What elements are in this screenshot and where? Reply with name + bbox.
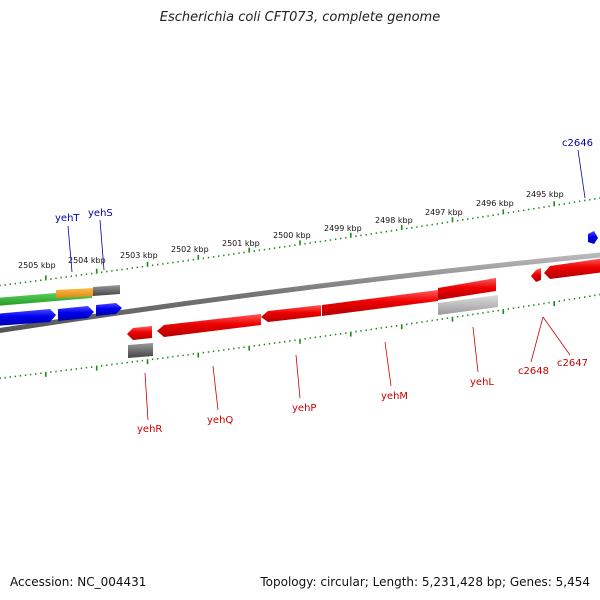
gene-label-yehP[interactable]: yehP [292,403,316,414]
scale-label: 2505 kbp [18,261,56,270]
scale-label: 2499 kbp [324,224,362,233]
gene-label-yehR[interactable]: yehR [137,424,162,435]
scale-label: 2496 kbp [476,199,514,208]
gene-arrow-yehQ[interactable] [157,314,261,337]
gene-arrow-c2648[interactable] [531,268,541,282]
gene-label-c2648[interactable]: c2648 [518,366,549,377]
reverse-gene-labels: yehR yehQ yehP yehM yehL c2648 c2647 [137,316,588,435]
gene-label-yehQ[interactable]: yehQ [207,415,233,426]
gene-arrow-yehL[interactable] [438,278,496,300]
gene-arrow-c2646[interactable] [588,231,598,244]
gene-arrow-yehP[interactable] [261,305,321,322]
inner-tick-track [0,293,600,379]
scale-label: 2497 kbp [425,208,463,217]
scale-label: 2498 kbp [375,216,413,225]
forward-features [0,231,598,326]
outer-tick-track [0,197,600,287]
gene-arrow-yehT[interactable] [58,306,94,321]
gene-arrow-yehR[interactable] [127,326,152,340]
scale-label: 2502 kbp [171,245,209,254]
gene-arrow-yehS[interactable] [96,303,122,316]
scale-labels: 2505 kbp 2504 kbp 2503 kbp 2502 kbp 2501… [18,190,564,270]
reverse-features [127,258,600,358]
scale-label: 2495 kbp [526,190,564,199]
gene-label-yehM[interactable]: yehM [381,391,408,402]
feature-gray-block[interactable] [128,343,153,358]
gene-arrow-blue[interactable] [0,309,56,326]
scale-label: 2500 kbp [273,231,311,240]
feature-gray-bar[interactable] [93,285,120,296]
gene-label-c2647[interactable]: c2647 [557,358,588,369]
genome-summary-text: Topology: circular; Length: 5,231,428 bp… [260,575,590,589]
gene-label-yehT[interactable]: yehT [55,213,80,224]
scale-label: 2501 kbp [222,239,260,248]
gene-label-c2646[interactable]: c2646 [562,138,593,149]
accession-text: Accession: NC_004431 [10,575,147,589]
gene-arrow-c2647[interactable] [544,258,600,279]
forward-gene-labels: yehT yehS c2646 [55,138,593,273]
gene-arrow-yehM[interactable] [322,290,438,316]
feature-light-gray-bar[interactable] [438,295,498,315]
gene-label-yehL[interactable]: yehL [470,377,494,388]
gene-label-yehS[interactable]: yehS [88,208,113,219]
scale-label: 2504 kbp [68,256,106,265]
map-title: Escherichia coli CFT073, complete genome [159,10,441,25]
feature-orange-bar[interactable] [56,288,94,298]
scale-label: 2503 kbp [120,251,158,260]
